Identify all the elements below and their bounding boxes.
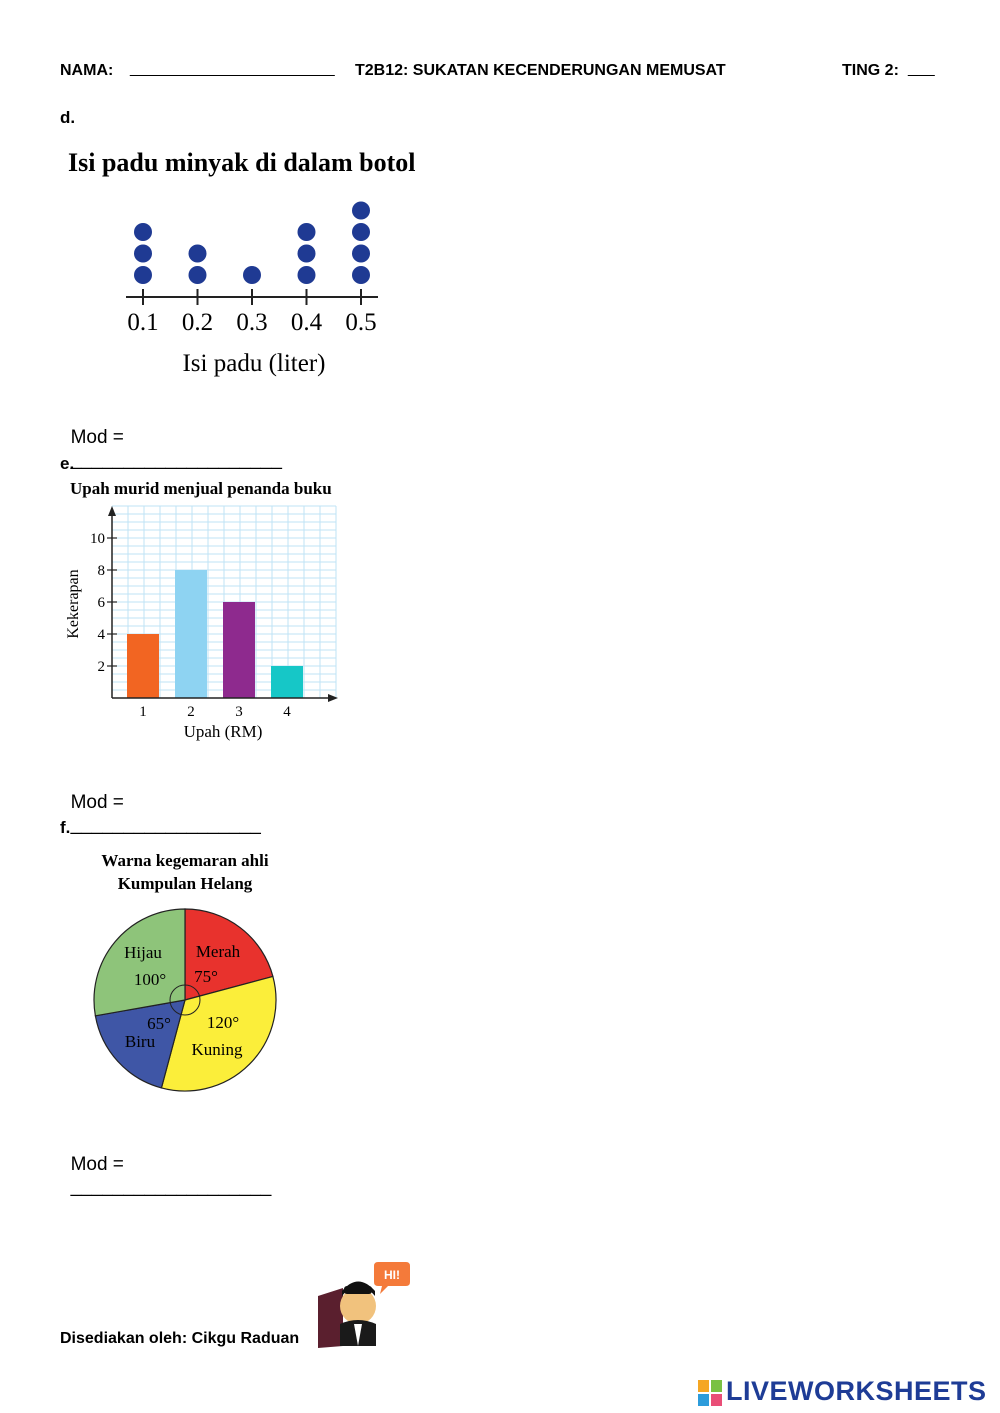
question-e-label: e.: [60, 454, 75, 473]
bar-1: [127, 634, 159, 698]
dot-plot-point: [297, 244, 316, 263]
answer-d: Mod = ____________________: [60, 405, 282, 471]
y-tick-label: 4: [98, 627, 106, 643]
pie-angle-biru: 65°: [147, 1014, 171, 1033]
speech-bubble-text: HI!: [384, 1268, 400, 1282]
y-tick-label: 10: [90, 531, 105, 547]
pie-angle-arc: [169, 984, 201, 1016]
name-blank[interactable]: _______________________: [130, 60, 335, 77]
dot-plot-point: [134, 266, 152, 284]
question-f-label: f.: [60, 818, 71, 837]
answer-f-blank[interactable]: ___________________: [70, 1176, 272, 1197]
dot-plot-point: [134, 223, 152, 241]
pie-slice-biru: [94, 999, 186, 1089]
x-tick-label: 1: [139, 704, 147, 720]
dot-plot-tick-label: 0.2: [182, 309, 213, 336]
pie-label-biru: Biru: [125, 1032, 156, 1051]
dot-plot-tick-label: 0.5: [345, 309, 376, 336]
answer-f: Mod = ___________________: [60, 1132, 272, 1198]
name-label: NAMA:: [60, 62, 114, 79]
y-tick-label: 2: [98, 659, 106, 675]
avatar-cap: [344, 1286, 372, 1294]
x-tick-label: 3: [235, 704, 243, 720]
dot-plot-point: [352, 266, 370, 284]
bar-chart: Upah murid menjual penanda buku 1 2 3 4 2 4 6 8…: [65, 479, 338, 741]
pie-slice-merah: [184, 908, 274, 1001]
answer-e: Mod = __________________: [60, 770, 261, 836]
avatar-face: [340, 1288, 376, 1324]
pie-label-merah: Merah: [196, 942, 241, 961]
answer-d-label: Mod =: [70, 427, 124, 448]
prepared-by: Disediakan oleh: Cikgu Raduan: [60, 1330, 300, 1347]
bar-chart-ylabel: Kekerapan: [65, 569, 82, 638]
y-axis-arrow-icon: [108, 506, 116, 516]
question-d-label: d.: [60, 108, 76, 127]
x-tick-label: 2: [187, 704, 195, 720]
dot-plot-point: [188, 266, 207, 284]
dot-plot-point: [352, 201, 370, 220]
answer-e-label: Mod =: [70, 792, 124, 813]
dot-plot-chart: Isi padu minyak di dalam botol 0.1 0.2 0.3…: [68, 148, 416, 377]
dot-plot-point: [352, 244, 370, 263]
answer-e-blank[interactable]: __________________: [70, 814, 261, 835]
dot-plot-xlabel: Isi padu (liter): [182, 350, 325, 377]
bar-2: [175, 570, 207, 698]
x-axis-arrow-icon: [328, 694, 338, 702]
pie-label-hijau: Hijau: [124, 943, 162, 962]
bar-chart-title: Upah murid menjual penanda buku: [70, 479, 332, 498]
dot-plot-point: [297, 266, 316, 284]
dot-plot-point: [352, 223, 370, 241]
teacher-avatar-illustration: HI!: [318, 1262, 410, 1348]
dot-plot-title: Isi padu minyak di dalam botol: [68, 148, 416, 177]
x-tick-label: 4: [283, 704, 291, 720]
pie-label-kuning: Kuning: [192, 1040, 244, 1059]
bar-3: [223, 602, 255, 698]
y-tick-label: 8: [98, 563, 106, 579]
dot-plot-tick-label: 0.3: [236, 309, 267, 336]
dot-plot-tick-label: 0.1: [127, 309, 158, 336]
answer-f-label: Mod =: [70, 1154, 124, 1175]
pie-chart-title-line2: Kumpulan Helang: [118, 874, 253, 893]
worksheet-title: T2B12: SUKATAN KECENDERUNGAN MEMUSAT: [355, 62, 726, 79]
avatar-board: [318, 1288, 343, 1348]
pie-angle-hijau: 100°: [134, 970, 166, 989]
pie-angle-kuning: 120°: [207, 1013, 239, 1032]
dot-plot-point: [297, 223, 316, 241]
liveworksheets-logo-icon: [698, 1380, 722, 1406]
class-label: TING 2:: [842, 62, 899, 79]
dot-plot-point: [134, 244, 152, 263]
bar-4: [271, 666, 303, 698]
pie-chart-title-line1: Warna kegemaran ahli: [101, 851, 268, 870]
pie-slice-kuning: [160, 975, 277, 1092]
speech-bubble-icon: [374, 1262, 410, 1294]
liveworksheets-brand[interactable]: LIVEWORKSHEETS: [726, 1376, 987, 1406]
dot-plot-tick-label: 0.4: [291, 309, 323, 336]
dot-plot-point: [243, 266, 261, 284]
pie-slice-hijau: [93, 908, 186, 1017]
pie-angle-merah: 75°: [194, 967, 218, 986]
dot-plot-point: [188, 244, 207, 263]
class-blank[interactable]: ___: [908, 60, 935, 77]
pie-chart: Warna kegemaran ahli Kumpulan Helang Hij…: [93, 851, 277, 1092]
y-tick-label: 6: [98, 595, 106, 611]
answer-d-blank[interactable]: ____________________: [70, 449, 282, 470]
bar-chart-xlabel: Upah (RM): [184, 722, 263, 741]
